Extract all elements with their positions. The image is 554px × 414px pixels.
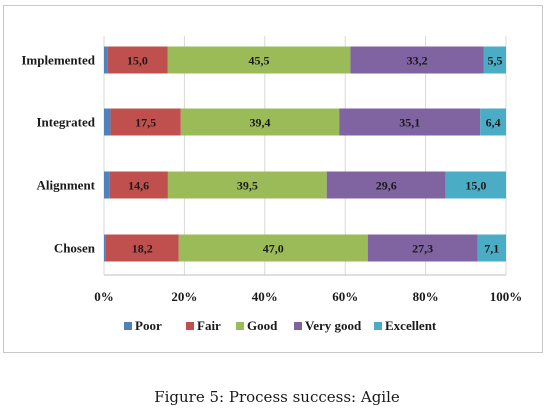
data-label: 33,2 — [407, 54, 428, 68]
data-label: 15,0 — [127, 54, 148, 68]
bar-segment-excellent — [483, 46, 506, 74]
data-label: 14,6 — [128, 179, 149, 193]
data-label: 39,5 — [237, 179, 258, 193]
legend-label: Excellent — [385, 318, 437, 333]
bar-segment-fair — [109, 171, 168, 199]
data-label: 27,3 — [412, 242, 433, 256]
x-tick-label: 20% — [171, 289, 197, 304]
bar-segment-poor — [104, 46, 108, 74]
figure-caption: Figure 5: Process success: Agile — [154, 388, 400, 406]
bar-segment-poor — [104, 171, 110, 199]
data-label: 47,0 — [263, 242, 284, 256]
category-label: Alignment — [37, 178, 96, 193]
x-tick-label: 100% — [490, 289, 523, 304]
data-label: 29,6 — [376, 179, 397, 193]
legend-swatch — [186, 322, 194, 330]
bar-segment-very-good — [367, 234, 478, 262]
data-label: 7,1 — [484, 242, 499, 256]
legend-swatch — [236, 322, 244, 330]
bar-segment-poor — [104, 234, 106, 262]
legend-label: Poor — [135, 318, 162, 333]
data-label: 39,4 — [249, 116, 270, 130]
legend-label: Very good — [305, 318, 362, 333]
x-tick-label: 60% — [332, 289, 358, 304]
bar-segment-excellent — [480, 108, 506, 136]
data-label: 35,1 — [399, 116, 420, 130]
legend-label: Good — [247, 318, 278, 333]
bar-segment-very-good — [339, 108, 481, 136]
bar-segment-good — [167, 171, 327, 199]
bar-segment-excellent — [445, 171, 506, 199]
data-label: 6,4 — [486, 116, 501, 130]
data-label: 17,5 — [135, 116, 156, 130]
data-label: 5,5 — [487, 54, 502, 68]
data-label: 45,5 — [248, 54, 269, 68]
legend-swatch — [294, 322, 302, 330]
x-tick-label: 40% — [252, 289, 278, 304]
legend-label: Fair — [197, 318, 221, 333]
bar-segment-good — [178, 234, 368, 262]
bar-segment-fair — [110, 108, 181, 136]
bar-segment-poor — [104, 108, 111, 136]
data-label: 15,0 — [465, 179, 486, 193]
bar-segment-fair — [105, 234, 179, 262]
x-tick-label: 80% — [413, 289, 439, 304]
bar-segment-good — [167, 46, 351, 74]
x-tick-label: 0% — [94, 289, 114, 304]
bar-segment-fair — [107, 46, 168, 74]
category-label: Integrated — [37, 115, 96, 130]
legend-swatch — [374, 322, 382, 330]
bar-segment-very-good — [326, 171, 446, 199]
bar-segment-very-good — [350, 46, 484, 74]
bar-segment-excellent — [477, 234, 506, 262]
data-label: 18,2 — [132, 242, 153, 256]
legend-swatch — [124, 322, 132, 330]
bar-segment-good — [180, 108, 340, 136]
category-label: Chosen — [54, 241, 96, 256]
category-label: Implemented — [21, 53, 95, 68]
